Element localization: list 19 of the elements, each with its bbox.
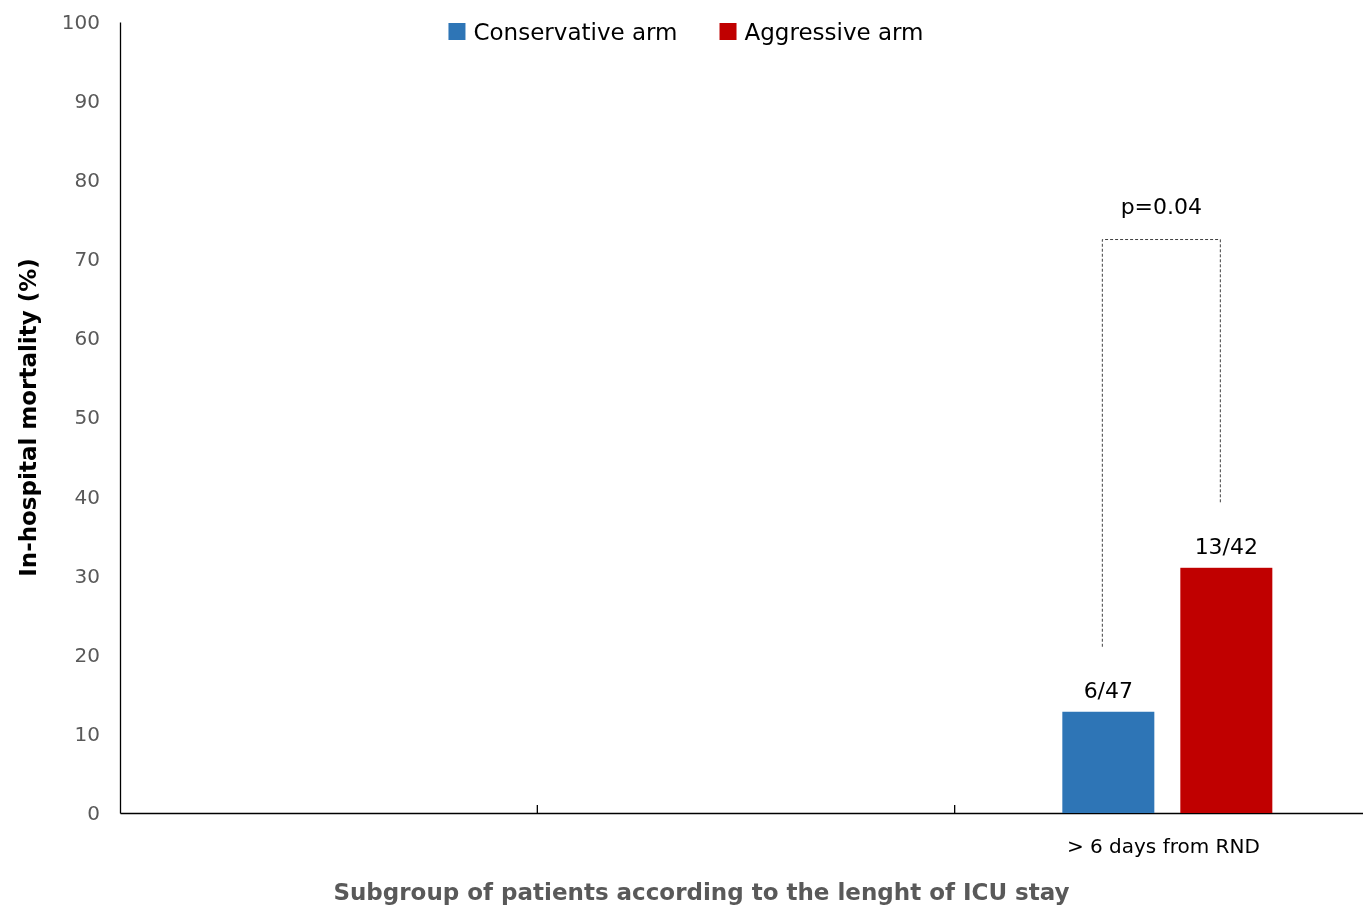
y-tick-label: 0 [87,800,100,825]
y-tick-label: 80 [74,168,100,193]
y-tick-label: 20 [74,642,100,667]
data-label: 13/42 [1194,533,1259,559]
annotation: p=0.04 [1120,193,1203,219]
legend-label: Conservative arm [473,19,678,45]
y-tick-label: 100 [61,9,100,34]
x-tick-label: > 6 days from RND [1066,834,1260,859]
x-axis-title: Subgroup of patients according to the lenght of ICU stay [333,879,1070,905]
data-label: 6/47 [1083,677,1134,703]
y-tick-label: 40 [74,484,100,509]
y-axis-title: In-hospital mortality (%) [15,258,41,577]
y-tick-label: 60 [74,326,100,351]
y-tick-label: 50 [74,405,100,430]
y-tick-label: 90 [74,89,100,113]
y-tick-label: 70 [74,247,100,272]
y-tick-label: 10 [74,721,100,746]
y-tick-label: 30 [74,563,100,588]
legend-label: Aggressive arm [744,19,924,45]
